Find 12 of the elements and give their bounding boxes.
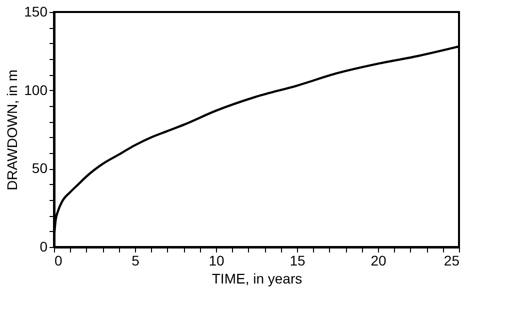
y-axis-title: DRAWDOWN, in m [4, 70, 20, 190]
x-tick-label: 0 [54, 252, 62, 268]
y-tick-label: 50 [32, 160, 48, 176]
x-tick-label: 5 [132, 252, 140, 268]
x-tick-label: 10 [208, 252, 224, 268]
y-tick-label: 0 [40, 238, 48, 254]
x-tick-label: 20 [370, 252, 386, 268]
y-tick-label: 150 [24, 4, 48, 20]
x-axis-title: TIME, in years [212, 270, 302, 286]
y-tick-label: 100 [24, 82, 48, 98]
x-tick-label: 15 [290, 252, 306, 268]
x-tick-label: 25 [444, 252, 460, 268]
